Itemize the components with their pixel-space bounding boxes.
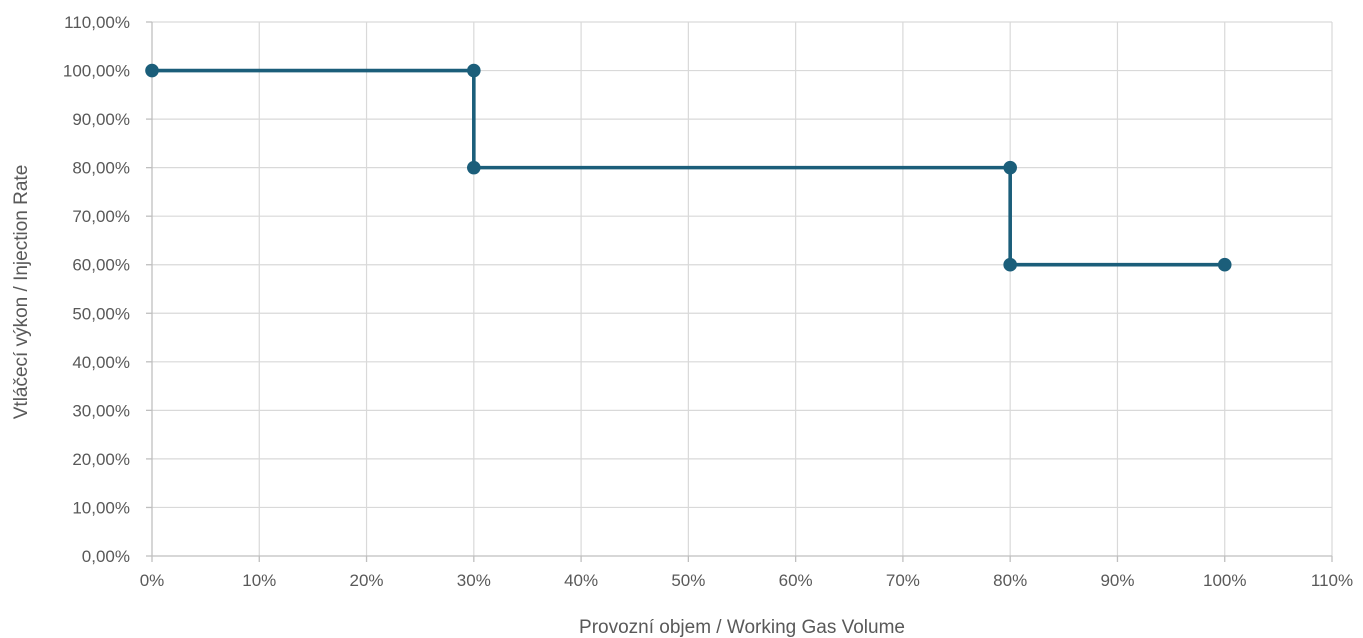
x-tick-label: 70% [886,571,920,590]
x-tick-label: 60% [779,571,813,590]
y-tick-label: 20,00% [72,450,130,469]
y-tick-label: 90,00% [72,110,130,129]
x-tick-label: 30% [457,571,491,590]
axes [146,21,1333,562]
series-markers [145,63,1232,272]
gridlines [152,21,1333,556]
y-tick-label: 50,00% [72,304,130,323]
y-tick-label: 60,00% [72,256,130,275]
y-tick-label: 10,00% [72,498,130,517]
data-point [1217,257,1232,272]
y-tick-label: 0,00% [82,547,130,566]
x-tick-label: 50% [671,571,705,590]
x-tick-label: 10% [242,571,276,590]
series-line [152,68,1225,267]
x-tick-labels: 0% 10% 20% 30% 40% 50% 60% 70% 80% 90% 100% 110% [140,571,1353,590]
x-tick-label: 80% [993,571,1027,590]
x-tick-label: 0% [140,571,165,590]
y-tick-label: 100,00% [63,62,130,81]
x-tick-label: 110% [1311,571,1353,590]
data-point [145,63,159,78]
x-tick-label: 90% [1100,571,1134,590]
x-tick-label: 100% [1203,571,1246,590]
x-tick-label: 20% [350,571,384,590]
data-point [467,63,481,78]
data-point [467,160,481,175]
y-tick-label: 30,00% [72,401,130,420]
data-point [1003,160,1017,175]
x-tick-label: 40% [564,571,598,590]
y-tick-label: 70,00% [72,207,130,226]
y-tick-label: 40,00% [72,353,130,372]
data-point [1003,257,1017,272]
y-tick-labels: 0,00% 10,00% 20,00% 30,00% 40,00% 50,00% 60,00… [63,13,130,566]
y-tick-label: 110,00% [64,13,130,32]
series-lines [152,68,1225,267]
x-axis-title: Provozní objem / Working Gas Volume [579,617,905,638]
y-tick-label: 80,00% [72,159,130,178]
y-axis-title: Vtláčecí výkon / Injection Rate [11,165,32,420]
